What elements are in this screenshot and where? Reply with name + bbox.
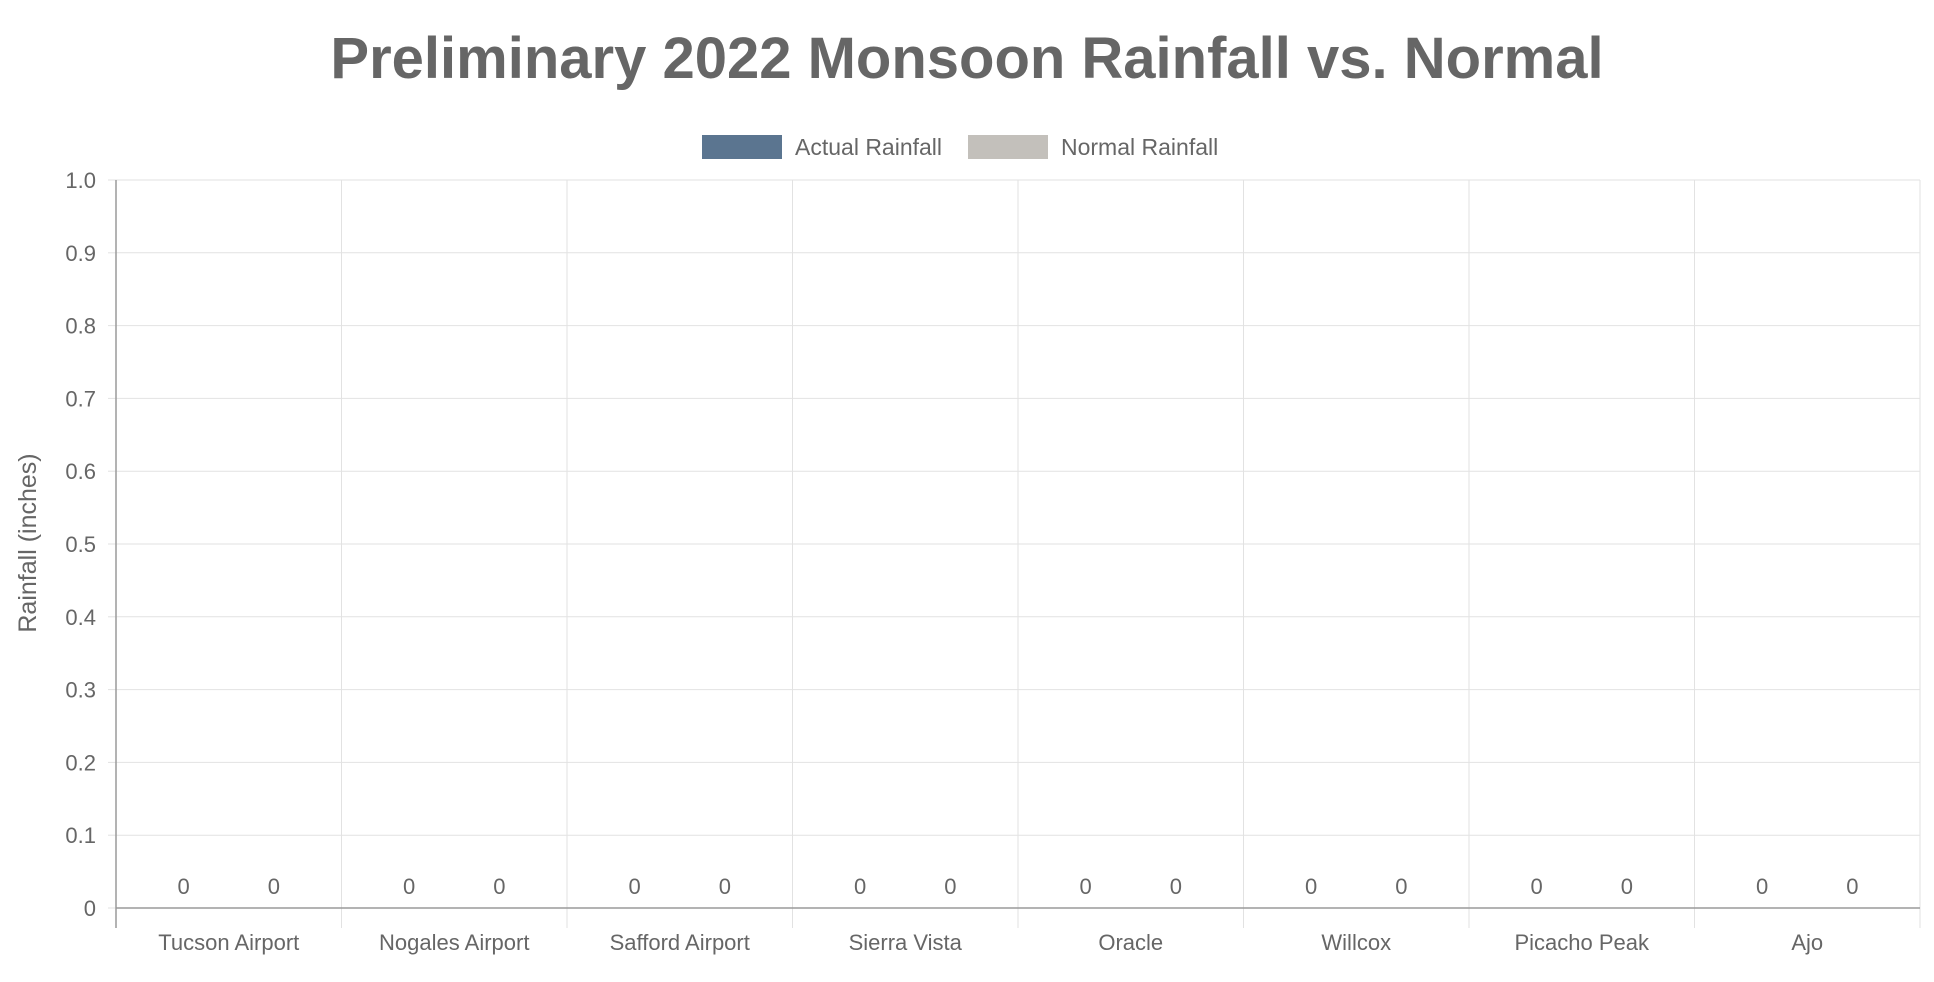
x-tick-label: Nogales Airport [379,930,529,955]
data-label: 0 [1531,874,1543,899]
legend-label: Actual Rainfall [795,134,942,160]
y-tick-label: 0.8 [65,314,96,339]
x-axis-ticks: Tucson Airport Nogales Airport Safford Air… [158,930,1823,955]
y-tick-label: 1.0 [65,168,96,193]
data-label: 0 [403,874,415,899]
data-label: 0 [1080,874,1092,899]
data-label: 0 [268,874,280,899]
data-label: 0 [629,874,641,899]
data-label: 0 [1170,874,1182,899]
legend-swatch [968,135,1048,159]
x-tick-label: Oracle [1098,930,1163,955]
grid [108,179,1921,928]
y-tick-label: 0.2 [65,750,96,775]
y-axis-ticks: 0 0.1 0.2 0.3 0.4 0.5 0.6 0.7 0.8 0.9 1.0 [65,168,96,921]
y-tick-label: 0.6 [65,459,96,484]
x-tick-label: Willcox [1321,930,1391,955]
y-axis-title: Rainfall (inches) [14,453,42,632]
data-label: 0 [944,874,956,899]
data-label: 0 [1395,874,1407,899]
y-tick-label: 0.4 [65,605,96,630]
legend: Actual Rainfall Normal Rainfall [702,134,1218,160]
data-label: 0 [1305,874,1317,899]
y-tick-label: 0.3 [65,678,96,703]
data-label: 0 [1756,874,1768,899]
x-tick-label: Picacho Peak [1514,930,1650,955]
data-label: 0 [1846,874,1858,899]
axes [115,180,1920,928]
legend-swatch [702,135,782,159]
legend-label: Normal Rainfall [1061,134,1218,160]
y-tick-label: 0.9 [65,241,96,266]
data-label: 0 [719,874,731,899]
x-tick-label: Safford Airport [610,930,750,955]
x-tick-label: Ajo [1791,930,1823,955]
data-labels: 0 0 0 0 0 0 0 0 0 0 0 0 0 0 0 0 [178,874,1859,899]
data-label: 0 [854,874,866,899]
y-tick-label: 0.7 [65,386,96,411]
y-tick-label: 0.1 [65,823,96,848]
data-label: 0 [1621,874,1633,899]
data-label: 0 [493,874,505,899]
y-tick-label: 0.5 [65,532,96,557]
data-label: 0 [178,874,190,899]
x-tick-label: Sierra Vista [849,930,963,955]
chart-title: Preliminary 2022 Monsoon Rainfall vs. No… [330,26,1603,91]
y-tick-label: 0 [84,896,96,921]
x-tick-label: Tucson Airport [158,930,299,955]
